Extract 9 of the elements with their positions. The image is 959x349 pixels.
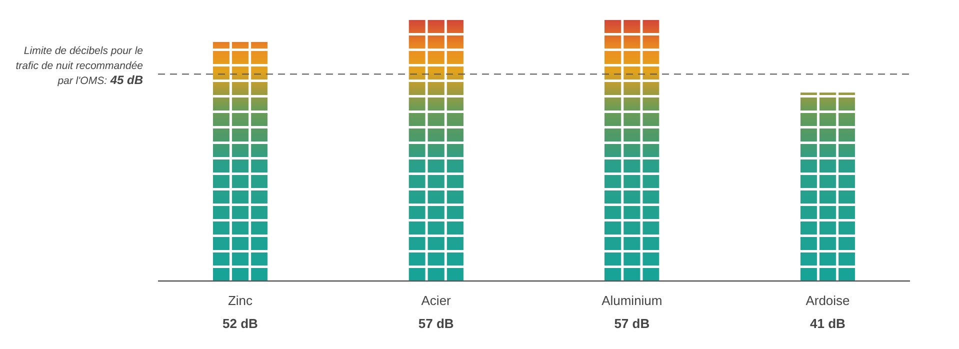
data-label: 57 dB [614, 316, 650, 331]
data-label: 41 dB [810, 316, 846, 331]
x-tick-label: Ardoise [806, 293, 850, 308]
data-label: 52 dB [222, 316, 258, 331]
x-tick-label: Zinc [228, 293, 254, 308]
x-tick-label: Acier [421, 293, 452, 308]
ref-line-label: Limite de décibels pour le trafic de nuit recommandée par l'OMS: 45 dB [16, 45, 144, 88]
x-tick-label: Aluminium [602, 293, 662, 308]
data-label: 57 dB [418, 316, 454, 331]
